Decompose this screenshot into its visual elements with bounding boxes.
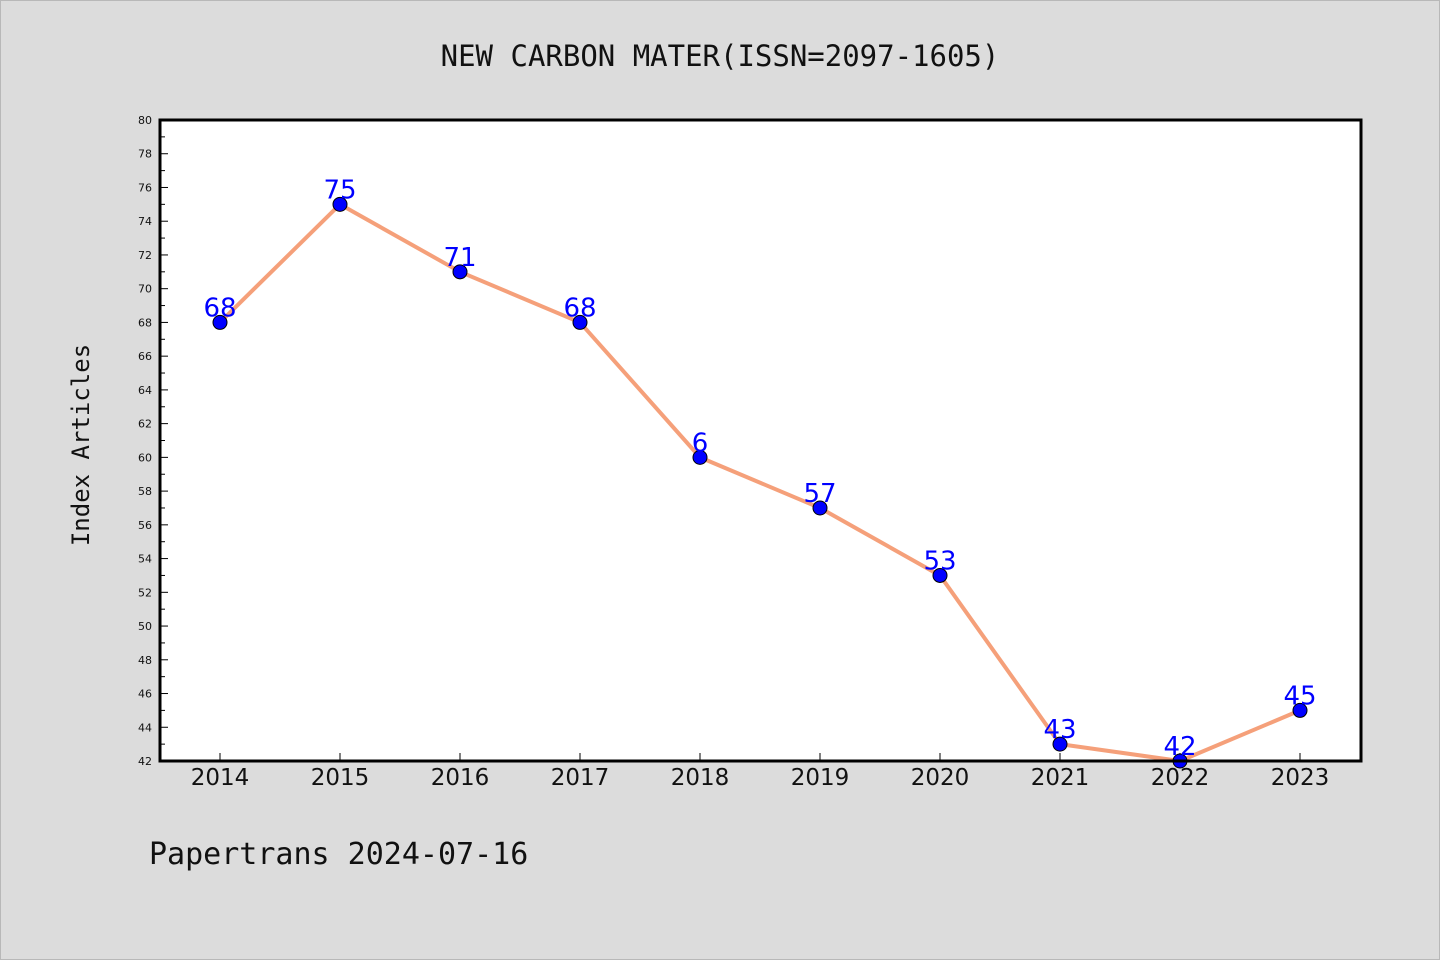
y-tick-label: 70 bbox=[138, 283, 152, 296]
plot-border bbox=[158, 118, 1363, 763]
data-label: 68 bbox=[203, 293, 236, 323]
data-label: 6 bbox=[692, 428, 709, 458]
plot-area bbox=[160, 120, 1361, 761]
chart-title: NEW CARBON MATER(ISSN=2097-1605) bbox=[441, 39, 1000, 73]
x-tick-label: 2023 bbox=[1271, 765, 1330, 791]
y-axis-label: Index Articles bbox=[67, 344, 95, 546]
x-tick-label: 2017 bbox=[551, 765, 610, 791]
series-line bbox=[218, 202, 1302, 763]
data-label: 42 bbox=[1163, 732, 1196, 762]
x-tick-label: 2019 bbox=[791, 765, 850, 791]
x-tick-label: 2018 bbox=[671, 765, 730, 791]
y-tick-label: 52 bbox=[138, 586, 152, 599]
y-tick-label: 58 bbox=[138, 485, 152, 498]
x-tick-label: 2020 bbox=[911, 765, 970, 791]
data-label: 45 bbox=[1283, 681, 1316, 711]
x-axis-ticks: 2014 2015 2016 2017 2018 2019 2020 2021 2022 2023 bbox=[191, 753, 1330, 791]
y-tick-label: 80 bbox=[138, 114, 152, 127]
x-tick-label: 2022 bbox=[1151, 765, 1210, 791]
data-point bbox=[1292, 702, 1308, 718]
y-tick-label: 66 bbox=[138, 350, 152, 363]
footer-credit: Papertrans 2024-07-16 bbox=[149, 837, 528, 872]
y-tick-label: 42 bbox=[138, 755, 152, 768]
data-point bbox=[692, 449, 708, 465]
data-point bbox=[1052, 736, 1068, 752]
y-tick-label: 76 bbox=[138, 181, 152, 194]
data-point bbox=[332, 196, 348, 212]
y-tick-label: 62 bbox=[138, 418, 152, 431]
y-tick-label: 74 bbox=[138, 215, 152, 228]
x-tick-label: 2014 bbox=[191, 765, 250, 791]
y-tick-label: 60 bbox=[138, 451, 152, 464]
y-tick-label: 48 bbox=[138, 654, 152, 667]
data-label: 43 bbox=[1043, 715, 1076, 745]
y-tick-label: 44 bbox=[138, 721, 152, 734]
data-point bbox=[572, 314, 588, 330]
data-label: 71 bbox=[443, 243, 476, 273]
data-point bbox=[932, 567, 948, 583]
data-label: 68 bbox=[563, 293, 596, 323]
x-tick-label: 2021 bbox=[1031, 765, 1090, 791]
data-label: 57 bbox=[803, 479, 836, 509]
y-tick-label: 78 bbox=[138, 148, 152, 161]
data-label: 75 bbox=[323, 175, 356, 205]
y-tick-label: 64 bbox=[138, 384, 152, 397]
x-tick-label: 2016 bbox=[431, 765, 490, 791]
series-layer: 68 75 71 68 6 57 53 43 42 45 bbox=[203, 175, 1317, 769]
y-tick-label: 50 bbox=[138, 620, 152, 633]
data-point bbox=[812, 500, 828, 516]
x-tick-label: 2015 bbox=[311, 765, 370, 791]
y-tick-label: 56 bbox=[138, 519, 152, 532]
data-point bbox=[212, 314, 228, 330]
y-tick-label: 72 bbox=[138, 249, 152, 262]
y-tick-label: 68 bbox=[138, 316, 152, 329]
data-point bbox=[452, 264, 468, 280]
y-axis-ticks: 42 44 46 48 50 52 54 56 58 60 62 64 66 68 70 72 74 76 78 80 bbox=[138, 114, 168, 768]
y-tick-label: 46 bbox=[138, 688, 152, 701]
y-tick-label: 54 bbox=[138, 553, 152, 566]
data-label: 53 bbox=[923, 546, 956, 576]
